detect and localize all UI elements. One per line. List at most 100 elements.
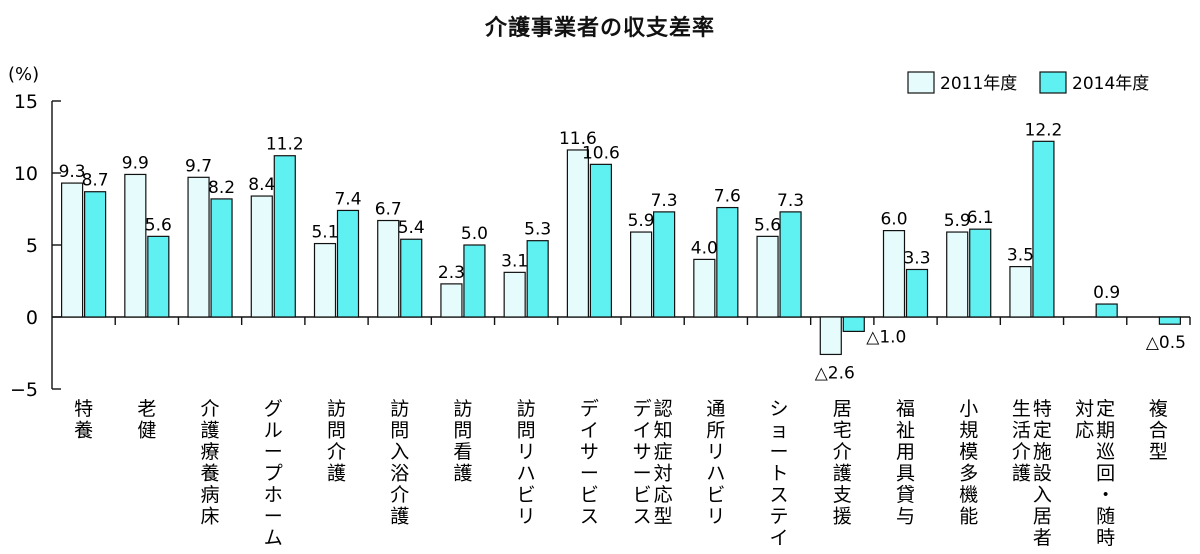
data-label: 7.3 — [777, 191, 804, 211]
bar-2014 — [400, 238, 423, 318]
data-label: 6.7 — [375, 200, 402, 220]
bar-2011 — [440, 283, 463, 318]
legend-swatch — [907, 71, 935, 94]
category-label: ショートステイ — [770, 398, 789, 549]
bar-2014 — [84, 191, 107, 318]
bar-2011 — [124, 173, 147, 318]
data-label: 8.2 — [208, 178, 235, 198]
category-label: 複合型 — [1149, 398, 1168, 463]
chart-title: 介護事業者の収支差率 — [484, 16, 715, 41]
data-label: 3.5 — [1007, 246, 1034, 266]
data-label: 5.3 — [524, 220, 551, 240]
category-label: 通所リハビリ — [706, 398, 725, 528]
y-tick-label: 15 — [14, 91, 38, 113]
legend: 2011年度 2014年度 — [907, 71, 1149, 94]
bar-2014 — [336, 209, 360, 318]
category-label-column: ショートステイ — [770, 398, 789, 549]
data-label: 9.3 — [59, 162, 86, 182]
y-tick-label: 10 — [14, 163, 38, 185]
data-label: 5.0 — [461, 224, 488, 244]
category-label: 特養 — [74, 398, 93, 442]
bar-2014 — [463, 244, 486, 318]
bar-2014 — [589, 163, 612, 318]
legend-swatch — [1039, 71, 1067, 94]
data-label: △0.5 — [1146, 333, 1186, 353]
bar-2011 — [630, 231, 653, 318]
data-label: 5.9 — [628, 211, 655, 231]
bar-2014 — [273, 155, 296, 318]
category-label-column: 対応 — [1075, 398, 1094, 442]
category-label-column: 複合型 — [1149, 398, 1168, 463]
bar-2014 — [842, 316, 865, 332]
bar-2014 — [905, 268, 929, 318]
category-label-column: 訪問入浴介護 — [390, 398, 409, 528]
bar-2011 — [882, 230, 906, 318]
category-label: 訪問介護 — [327, 398, 346, 485]
bar-2014 — [210, 198, 233, 318]
data-label: 11.6 — [559, 129, 597, 149]
bar-2014 — [716, 206, 739, 318]
bar-2011 — [946, 231, 969, 318]
data-label: 7.4 — [334, 189, 361, 209]
data-labels: 9.38.7 9.9 5.6 9.78.2 8.4 11.2 5.1 7.4 6.75.4 2.3… — [59, 120, 1186, 383]
bars — [61, 140, 1181, 356]
category-label-column: 生活介護 — [1012, 398, 1031, 485]
bar-2014 — [1095, 303, 1118, 318]
data-label: △1.0 — [866, 327, 906, 347]
data-label: 5.1 — [311, 223, 338, 243]
data-label: 6.0 — [880, 210, 907, 230]
data-label: 4.0 — [691, 238, 718, 258]
data-label: 2.3 — [438, 263, 465, 283]
bar-2014 — [1158, 316, 1181, 325]
data-label: △2.6 — [815, 363, 855, 383]
category-label-column: デイサービス — [633, 398, 652, 528]
data-label: 5.6 — [145, 215, 172, 235]
data-label: 5.6 — [754, 215, 781, 235]
bar-2014 — [147, 235, 170, 318]
bar-2014 — [653, 211, 676, 318]
axes: −5 0 5 10 15 — [10, 91, 1191, 401]
category-label: デイサービス — [580, 398, 599, 528]
data-label: 8.4 — [248, 175, 275, 195]
category-label-column: 認知症対応型 — [654, 398, 673, 528]
category-label-column: 訪問介護 — [327, 398, 346, 485]
category-label-column: 老健 — [137, 398, 156, 442]
data-label: 9.7 — [185, 156, 212, 176]
data-label: 3.1 — [501, 251, 528, 271]
data-label: 10.6 — [582, 143, 620, 163]
category-label-column: 特養 — [74, 398, 93, 442]
category-label: 老健 — [137, 398, 156, 442]
category-label: 介護療養病床 — [201, 398, 220, 528]
bar-2011 — [250, 195, 273, 318]
data-label: 5.4 — [398, 218, 425, 238]
data-label: 6.1 — [967, 208, 994, 228]
data-label: 9.9 — [122, 153, 149, 173]
category-label-column: 介護療養病床 — [201, 398, 220, 528]
category-label: 訪問看護 — [453, 398, 472, 485]
data-label: 7.6 — [714, 187, 741, 207]
bar-2011 — [503, 271, 526, 318]
category-label-column: 通所リハビリ — [706, 398, 725, 528]
bar-2011 — [693, 258, 716, 318]
category-label: 訪問リハビリ — [517, 398, 536, 528]
data-label: 0.9 — [1093, 283, 1120, 303]
bar-2011 — [819, 316, 842, 356]
y-tick-label: 5 — [26, 235, 38, 257]
category-label: 福祉用具貸与 — [896, 398, 915, 528]
category-label-column: 訪問リハビリ — [517, 398, 536, 528]
bar-2011 — [566, 149, 589, 318]
legend-label: 2011年度 — [940, 74, 1017, 94]
category-label-column: 居宅介護支援 — [833, 398, 852, 528]
bar-2011 — [756, 235, 779, 318]
data-label: 12.2 — [1025, 120, 1063, 140]
bar-2011 — [61, 182, 84, 318]
category-label-column: 福祉用具貸与 — [896, 398, 915, 528]
data-label: 3.3 — [903, 248, 930, 268]
y-tick-label: −5 — [10, 379, 38, 401]
category-label-column: 小規模多機能 — [959, 398, 978, 528]
y-tick-label: 0 — [26, 307, 38, 329]
data-label: 5.9 — [944, 211, 971, 231]
